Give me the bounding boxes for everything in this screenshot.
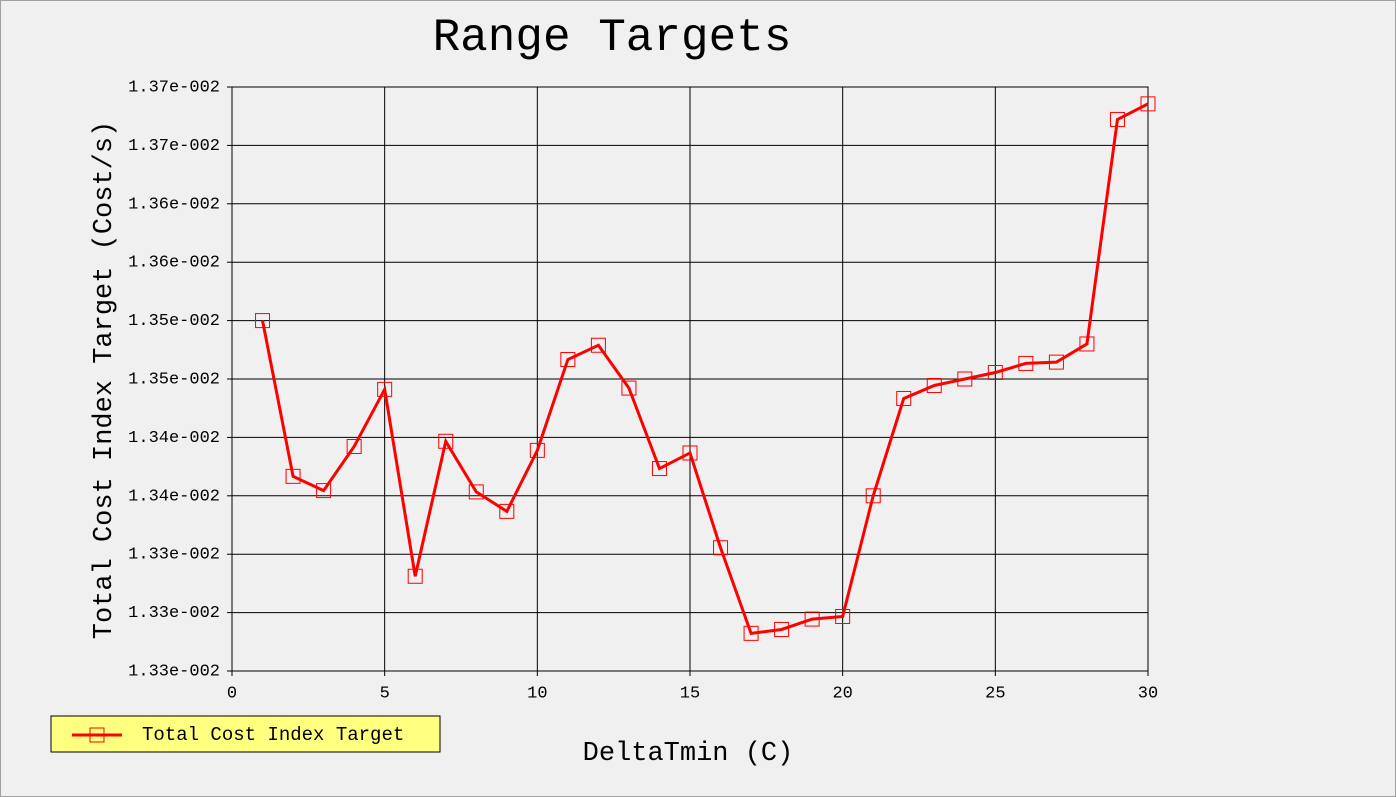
point-marker [255, 313, 271, 329]
point-marker [651, 461, 667, 477]
y-tick-label: 1.34e-002 [128, 487, 220, 506]
y-tick-label: 1.37e-002 [128, 137, 220, 156]
x-tick-label: 25 [985, 684, 1005, 703]
point-marker [316, 483, 332, 499]
x-tick-label: 15 [680, 684, 700, 703]
point-marker [560, 352, 576, 368]
x-tick-label: 0 [227, 684, 237, 703]
point-marker [499, 503, 515, 519]
point-marker [804, 611, 820, 627]
y-tick-label: 1.33e-002 [128, 662, 220, 681]
x-axis-label: DeltaTmin (C) [583, 739, 794, 769]
legend-label: Total Cost Index Target [142, 724, 404, 746]
y-tick-label: 1.36e-002 [128, 195, 220, 214]
x-tick-label: 20 [832, 684, 852, 703]
point-marker [865, 488, 881, 504]
point-marker [926, 377, 942, 393]
point-marker [468, 484, 484, 500]
point-marker [1140, 96, 1156, 112]
y-axis-label: Total Cost Index Target (Cost/s) [90, 121, 120, 639]
point-marker [621, 380, 637, 396]
point-marker [346, 438, 362, 454]
y-tick-label: 1.35e-002 [128, 312, 220, 331]
x-tick-label: 10 [527, 684, 547, 703]
x-tick-label: 5 [380, 684, 390, 703]
y-tick-label: 1.36e-002 [128, 254, 220, 273]
point-marker [1109, 111, 1125, 127]
point-marker [774, 621, 790, 637]
point-marker [407, 568, 423, 584]
y-tick-label: 1.37e-002 [128, 78, 220, 97]
point-marker [438, 433, 454, 449]
legend-marker [89, 727, 105, 743]
point-marker [957, 371, 973, 387]
y-tick-label: 1.33e-002 [128, 604, 220, 623]
point-marker [1079, 336, 1095, 352]
point-marker [743, 625, 759, 641]
chart-title: Range Targets [433, 12, 792, 64]
point-marker [713, 540, 729, 556]
point-marker [987, 365, 1003, 381]
point-marker [835, 608, 851, 624]
point-marker [682, 445, 698, 461]
point-marker [529, 442, 545, 458]
point-marker [1018, 355, 1034, 371]
point-marker [1048, 354, 1064, 370]
point-marker [896, 390, 912, 406]
point-marker [285, 468, 301, 484]
y-tick-label: 1.33e-002 [128, 546, 220, 565]
y-tick-label: 1.35e-002 [128, 370, 220, 389]
series-line [261, 102, 1149, 636]
y-tick-label: 1.34e-002 [128, 429, 220, 448]
point-marker [590, 337, 606, 353]
point-marker [377, 381, 393, 397]
x-tick-label: 30 [1138, 684, 1158, 703]
